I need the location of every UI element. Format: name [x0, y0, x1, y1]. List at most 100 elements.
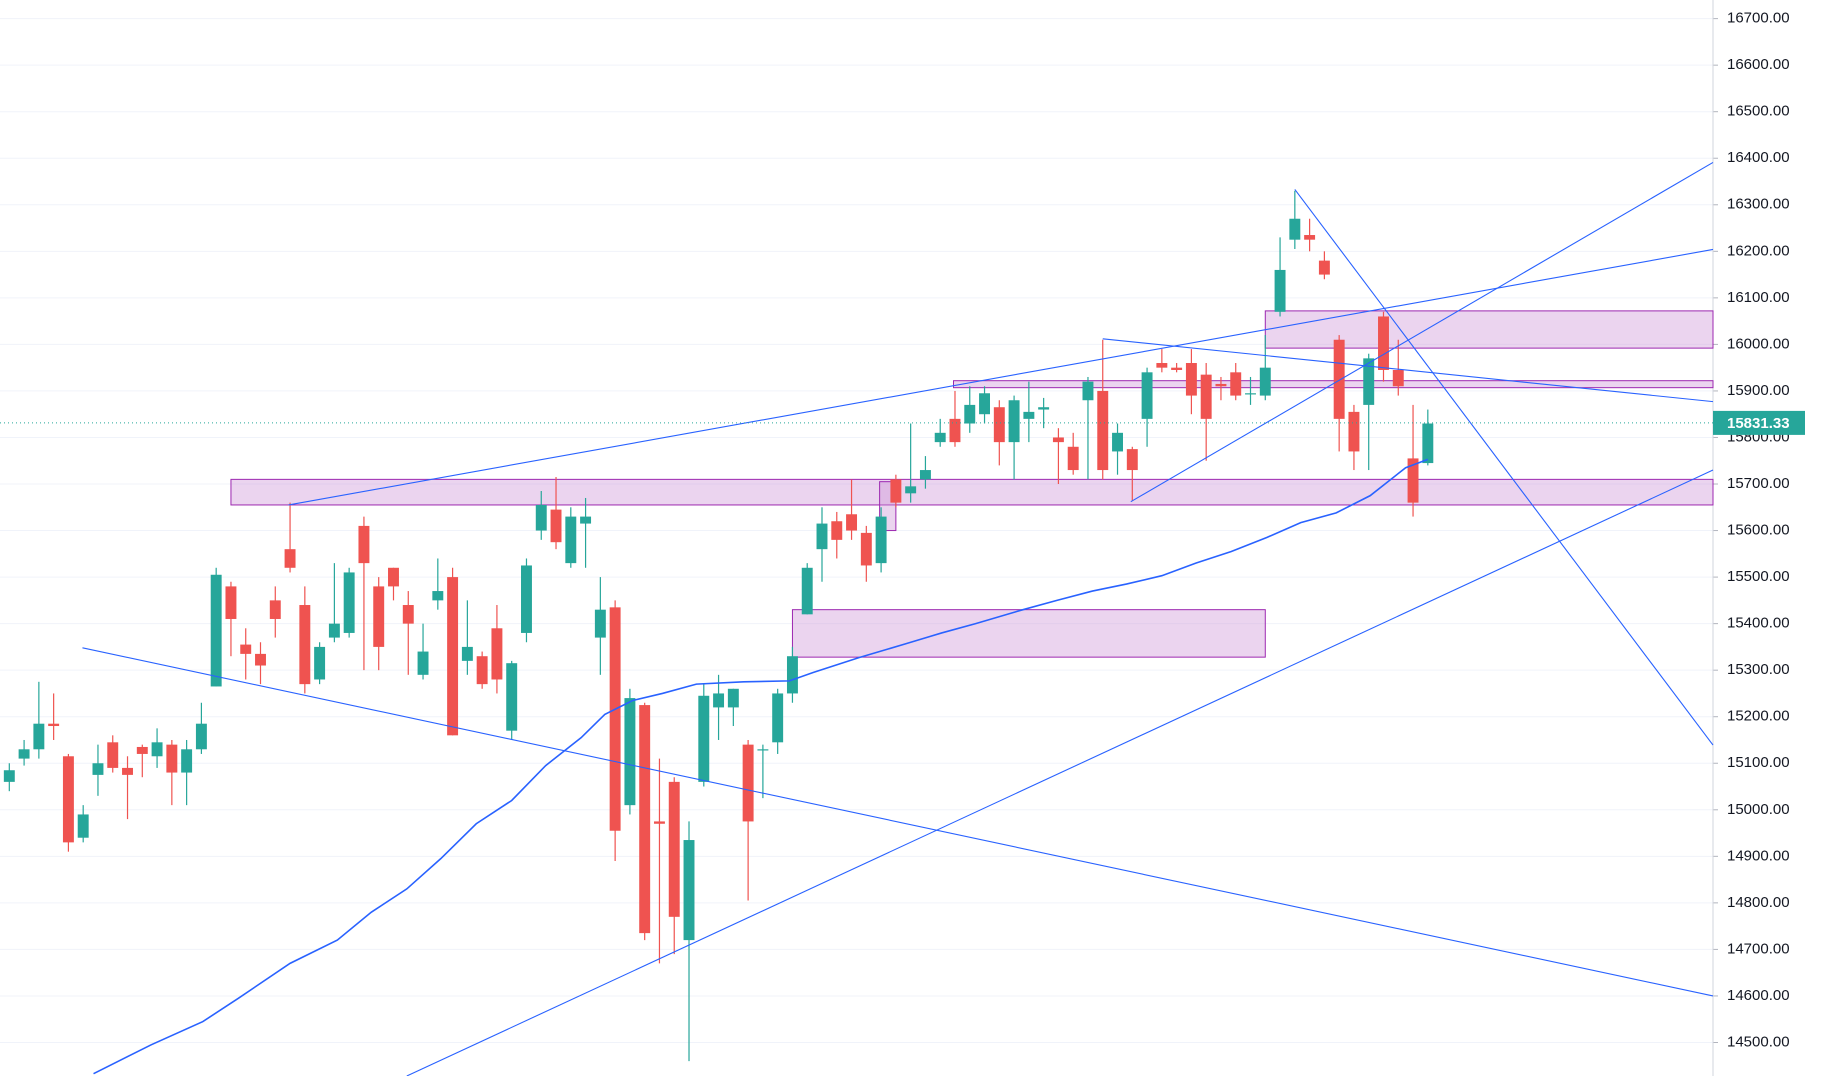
candle-body [757, 749, 769, 751]
candle-body [535, 504, 547, 531]
candle-body [1274, 269, 1286, 312]
candle-body [1422, 423, 1434, 464]
candle-body [447, 577, 459, 736]
y-tick-label: 16400.00 [1727, 149, 1790, 166]
candle-body [195, 723, 207, 750]
candle-body [653, 821, 665, 824]
candle-body [314, 646, 326, 680]
candle-body [136, 746, 148, 754]
candle-body [772, 693, 784, 743]
candle-body [683, 840, 695, 941]
y-tick-label: 16600.00 [1727, 56, 1790, 73]
candle-body [949, 418, 961, 443]
candle-body [225, 586, 237, 619]
candle-body [3, 770, 15, 782]
candle-body [1245, 393, 1256, 395]
y-tick-label: 14900.00 [1727, 847, 1790, 864]
candle-body [269, 600, 281, 619]
candle-body [1304, 235, 1316, 240]
y-tick-label: 14700.00 [1727, 940, 1790, 957]
candle-body [580, 516, 592, 524]
y-tick-label: 16300.00 [1727, 196, 1790, 213]
candle-body [1038, 407, 1050, 410]
y-tick-label: 16700.00 [1727, 10, 1790, 27]
candle-body [358, 525, 370, 564]
y-tick-label: 15000.00 [1727, 801, 1790, 818]
last-price-label: 15831.33 [1727, 415, 1790, 432]
candle-body [1392, 369, 1404, 387]
zone [791, 609, 1266, 658]
candle-body [816, 523, 828, 550]
candle-body [1363, 358, 1375, 405]
candle-body [550, 509, 562, 543]
candle-body [48, 723, 60, 727]
candle-body [1333, 339, 1345, 419]
y-tick-label: 15700.00 [1727, 475, 1790, 492]
candle-body [1407, 458, 1419, 503]
candle-body [801, 567, 813, 615]
candle-body [609, 607, 621, 831]
candle-body [373, 586, 385, 647]
candle-body [1378, 316, 1389, 370]
candle-body [255, 653, 266, 666]
trendline [288, 248, 1714, 506]
candle-body [343, 572, 355, 633]
candle-body [1200, 374, 1212, 419]
candle-body [388, 567, 399, 587]
candle-body [1067, 446, 1079, 471]
candle-body [402, 605, 414, 624]
candle-body [1023, 411, 1035, 419]
candle-body [18, 749, 30, 759]
candle-body [890, 479, 902, 503]
candle-body [1171, 367, 1183, 370]
candle-body [181, 749, 193, 773]
candle-body [1097, 390, 1109, 471]
zone [1264, 310, 1714, 349]
y-tick-label: 16100.00 [1727, 289, 1790, 306]
y-tick-label: 16200.00 [1727, 242, 1790, 259]
y-tick-label: 15400.00 [1727, 615, 1790, 632]
candle-body [521, 565, 532, 633]
candle-body [846, 514, 858, 531]
candle-body [240, 644, 252, 654]
candle-body [1185, 363, 1197, 396]
candle-body [1259, 367, 1271, 396]
candle-body [1289, 218, 1301, 240]
candle-body [1230, 372, 1242, 396]
candle-body [328, 623, 340, 638]
candle-body [668, 781, 680, 917]
candle-body [1112, 432, 1123, 452]
y-tick-label: 14800.00 [1727, 894, 1790, 911]
candle-body [491, 628, 503, 680]
trendline [1102, 338, 1714, 403]
candle-body [860, 532, 872, 566]
y-tick-label: 14500.00 [1727, 1033, 1790, 1050]
candle-body [919, 470, 931, 480]
candle-body [461, 646, 473, 661]
candle-body [1318, 260, 1330, 275]
trendline [1130, 161, 1714, 503]
y-tick-label: 16000.00 [1727, 335, 1790, 352]
y-tick-label: 14600.00 [1727, 987, 1790, 1004]
candle-body [831, 521, 843, 540]
candle-body [1126, 449, 1138, 471]
candle-body [624, 698, 636, 806]
candle-body [1008, 400, 1020, 443]
y-tick-label: 15900.00 [1727, 382, 1790, 399]
candle-body [742, 744, 754, 822]
candle-body [565, 516, 577, 564]
candle-body [77, 814, 89, 838]
candle-body [979, 393, 991, 415]
candle-body [284, 549, 296, 568]
y-tick-label: 16500.00 [1727, 103, 1790, 120]
candle-body [166, 744, 178, 773]
candle-body [1215, 383, 1227, 387]
candle-body [698, 695, 710, 782]
y-tick-label: 15500.00 [1727, 568, 1790, 585]
candle-body [92, 763, 104, 775]
candle-body [432, 591, 444, 601]
candle-body [299, 605, 311, 685]
candle-body [713, 693, 725, 708]
trendline [406, 469, 1714, 1076]
